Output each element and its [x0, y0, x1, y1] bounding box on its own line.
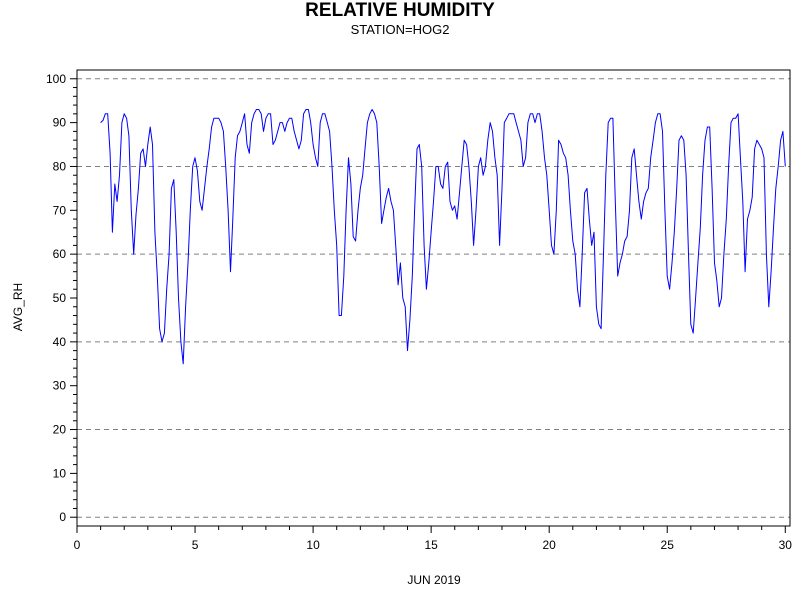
y-axis-label: AVG_RH — [11, 282, 25, 332]
series — [100, 109, 786, 365]
y-tick-label: 30 — [53, 379, 67, 393]
y-tick-label: 100 — [46, 72, 66, 86]
y-tick-label: 40 — [53, 335, 67, 349]
y-tick-label: 80 — [53, 159, 67, 173]
x-tick-label: 20 — [543, 538, 557, 552]
x-tick-label: 10 — [306, 538, 320, 552]
x-tick-label: 15 — [424, 538, 438, 552]
series-line — [100, 109, 786, 365]
y-tick-label: 90 — [53, 116, 67, 130]
grid-lines — [77, 78, 790, 518]
y-tick-label: 10 — [53, 466, 67, 480]
chart-title: RELATIVE HUMIDITY — [305, 0, 495, 21]
chart-subtitle: STATION=HOG2 — [350, 22, 450, 37]
x-axis-label: JUN 2019 — [407, 573, 461, 587]
x-tick-label: 5 — [192, 538, 199, 552]
y-tick-label: 20 — [53, 423, 67, 437]
y-tick-label: 70 — [53, 203, 67, 217]
y-tick-label: 0 — [59, 510, 66, 524]
axes: 0 10 20 30 40 50 60 70 80 90 100 0 5 10 15 20 25 30 — [46, 69, 793, 552]
x-tick-label: 25 — [661, 538, 675, 552]
x-tick-label: 0 — [74, 538, 81, 552]
y-tick-label: 60 — [53, 247, 67, 261]
y-tick-label: 50 — [53, 291, 67, 305]
x-tick-label: 30 — [779, 538, 793, 552]
